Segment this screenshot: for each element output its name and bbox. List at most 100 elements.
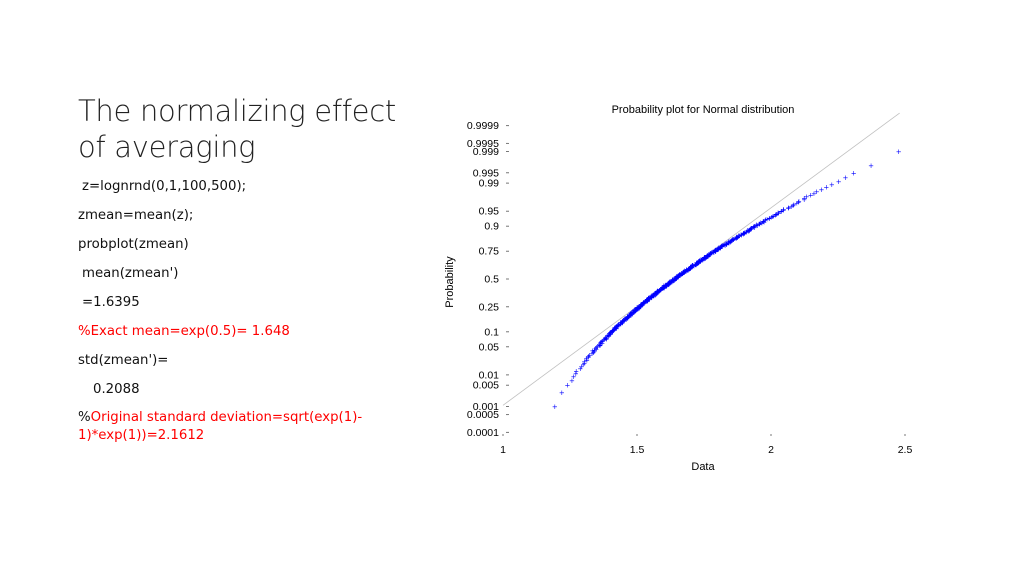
data-point: + <box>658 285 664 293</box>
data-point: + <box>692 261 698 269</box>
data-point: + <box>632 306 638 314</box>
data-point: + <box>698 258 704 266</box>
data-point: + <box>726 238 732 246</box>
data-point: + <box>619 319 625 327</box>
data-point: + <box>695 259 701 267</box>
data-point: + <box>651 292 657 300</box>
data-point: + <box>597 342 603 350</box>
data-point: + <box>731 236 737 244</box>
data-point: + <box>673 275 679 283</box>
data-point: + <box>729 237 735 245</box>
data-point: + <box>658 286 664 294</box>
data-point: + <box>708 250 714 258</box>
data-point: + <box>680 269 686 277</box>
data-point: + <box>763 216 769 224</box>
data-point: + <box>719 242 725 250</box>
data-point: + <box>716 245 722 253</box>
data-point: + <box>741 229 747 237</box>
data-point: + <box>659 285 665 293</box>
data-point: + <box>761 217 767 225</box>
data-point: + <box>606 331 612 339</box>
data-point: + <box>604 334 610 342</box>
data-point: + <box>732 235 738 243</box>
data-point: + <box>616 321 622 329</box>
data-point: + <box>675 274 681 282</box>
data-point: + <box>685 267 691 275</box>
data-point: + <box>610 328 616 336</box>
data-point: + <box>657 287 663 295</box>
data-point: + <box>614 325 620 333</box>
data-point: + <box>640 300 646 308</box>
data-point: + <box>670 277 676 285</box>
data-point: + <box>694 261 700 269</box>
y-tick-label: 0.999 <box>473 146 499 158</box>
data-point: + <box>704 252 710 260</box>
data-point: + <box>661 285 667 293</box>
data-point: + <box>673 274 679 282</box>
data-point: + <box>753 221 759 229</box>
data-point: + <box>638 301 644 309</box>
data-point: + <box>680 268 686 276</box>
y-axis-label: Probability <box>444 256 456 308</box>
data-point: + <box>590 347 596 355</box>
data-point: + <box>608 330 614 338</box>
x-tick-label: 1 <box>500 444 506 456</box>
data-point: + <box>651 291 657 299</box>
data-point: + <box>666 280 672 288</box>
y-tick-label: 0.995 <box>473 167 499 179</box>
data-point: + <box>696 259 702 267</box>
data-point: + <box>593 344 599 352</box>
data-point: + <box>639 301 645 309</box>
data-point: + <box>794 200 800 208</box>
data-point: + <box>615 322 621 330</box>
data-point: + <box>625 314 631 322</box>
data-point: + <box>682 268 688 276</box>
data-point: + <box>718 243 724 251</box>
code-line-std-call: std(zmean')= <box>78 353 169 368</box>
data-point: + <box>634 306 640 314</box>
title-line-2: of averaging <box>78 130 256 164</box>
data-point: + <box>643 297 649 305</box>
data-point: + <box>644 295 650 303</box>
y-tick-label: 0.5 <box>484 274 499 286</box>
data-point: + <box>632 308 638 316</box>
data-point: + <box>601 336 607 344</box>
data-point: + <box>751 224 757 232</box>
data-point: + <box>707 251 713 259</box>
data-point: + <box>701 254 707 262</box>
data-point: + <box>676 271 682 279</box>
data-point: + <box>693 261 699 269</box>
data-point: + <box>682 267 688 275</box>
data-point: + <box>695 260 701 268</box>
data-point: + <box>641 299 647 307</box>
data-point: + <box>612 325 618 333</box>
data-point: + <box>786 204 792 212</box>
data-point: + <box>603 334 609 342</box>
data-point: + <box>611 326 617 334</box>
data-point: + <box>726 239 732 247</box>
data-point: + <box>722 242 728 250</box>
data-point: + <box>719 243 725 251</box>
data-point: + <box>729 237 735 245</box>
data-point: + <box>654 289 660 297</box>
data-point: + <box>666 280 672 288</box>
data-point: + <box>759 219 765 227</box>
data-point: + <box>651 290 657 298</box>
y-tick-label: 0.0001 <box>467 427 499 439</box>
data-point: + <box>552 403 558 411</box>
data-point: + <box>781 206 787 214</box>
data-point: + <box>593 345 599 353</box>
data-point: + <box>649 293 655 301</box>
data-point: + <box>624 315 630 323</box>
data-point: + <box>769 213 775 221</box>
data-point: + <box>636 303 642 311</box>
data-point: + <box>667 279 673 287</box>
data-point: + <box>688 263 694 271</box>
data-point: + <box>597 341 603 349</box>
data-point: + <box>808 192 814 200</box>
data-point: + <box>620 317 626 325</box>
data-point: + <box>781 206 787 214</box>
data-point: + <box>734 235 740 243</box>
data-point: + <box>654 287 660 295</box>
